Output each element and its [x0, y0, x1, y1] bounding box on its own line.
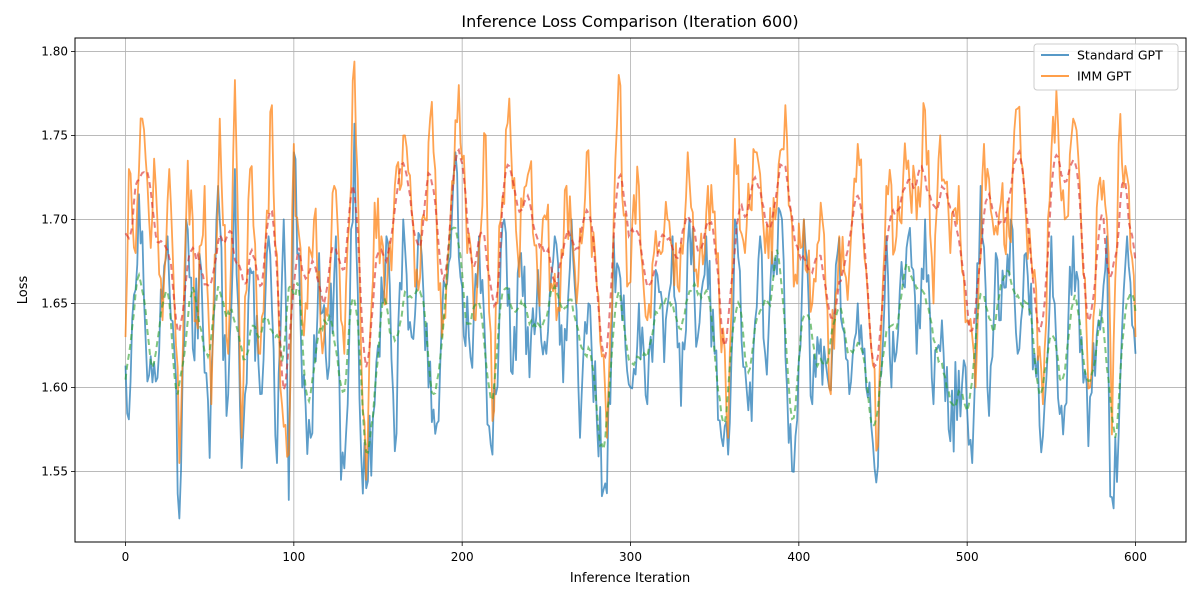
legend: Standard GPT IMM GPT — [1033, 43, 1179, 91]
y-tick-label: 1.65 — [41, 296, 68, 310]
x-tick-label: 400 — [787, 550, 810, 564]
y-tick-label: 1.80 — [41, 44, 68, 58]
x-tick-label: 600 — [1124, 550, 1147, 564]
x-axis-label: Inference Iteration — [570, 571, 690, 586]
chart-title: Inference Loss Comparison (Iteration 600… — [461, 12, 798, 31]
y-tick-label: 1.75 — [41, 128, 68, 142]
legend-label-standard: Standard GPT — [1077, 48, 1163, 63]
moving-average-imm — [124, 147, 1137, 391]
y-tick-label: 1.70 — [41, 212, 68, 226]
plot-area-frame — [74, 37, 1187, 543]
series-line-imm — [124, 60, 1137, 481]
x-tick-label: 300 — [619, 550, 642, 564]
x-tick-label: 500 — [956, 550, 979, 564]
series-lines — [124, 60, 1137, 520]
legend-frame — [1033, 43, 1179, 91]
x-tick-label: 0 — [122, 550, 130, 564]
x-tick-label: 200 — [451, 550, 474, 564]
y-tick-label: 1.60 — [41, 380, 68, 394]
y-tick-label: 1.55 — [41, 464, 68, 478]
axis-ticks: 0 100 200 300 400 500 600 1.55 1.60 1.65 1.70 1.75 1… — [41, 44, 1147, 564]
legend-label-imm: IMM GPT — [1077, 69, 1131, 84]
y-axis-label: Loss — [16, 276, 31, 305]
x-tick-label: 100 — [282, 550, 305, 564]
